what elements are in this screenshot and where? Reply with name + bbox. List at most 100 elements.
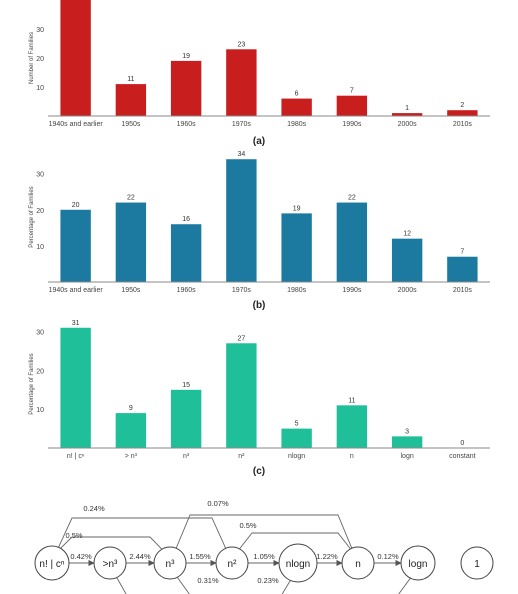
x-tick-label: 1980s (287, 121, 307, 128)
x-tick-label: n! | cⁿ (67, 453, 85, 460)
data-label: 9 (129, 405, 133, 412)
diagram-node (278, 543, 318, 583)
data-label: 7 (350, 88, 354, 95)
y-tick-label: 30 (36, 27, 44, 34)
x-tick-label: 1960s (177, 121, 197, 128)
y-tick-label: 30 (36, 172, 44, 179)
edge-label: 0.24% (83, 504, 105, 513)
diagram-node (215, 546, 249, 580)
node-label: >n³ (103, 559, 118, 570)
bar (391, 436, 423, 448)
bar (60, 327, 91, 448)
y-tick-label: 20 (36, 208, 44, 215)
x-tick-label: nlogn (288, 453, 305, 460)
edge-label: 0.23% (257, 576, 279, 585)
x-tick-label: > n³ (125, 453, 138, 460)
x-tick-label: 2010s (453, 287, 473, 294)
data-label: 2 (460, 102, 464, 109)
node-label: nlogn (286, 559, 310, 570)
x-tick-label: 2000s (398, 121, 418, 128)
diagram-node (400, 545, 436, 581)
data-label: 12 (403, 231, 411, 238)
node-label: 1 (474, 559, 480, 570)
data-label: 5 (295, 421, 299, 428)
edge-label: 0.5% (239, 521, 256, 530)
bar (281, 213, 312, 282)
diagram-edge (55, 517, 229, 554)
x-tick-label: 2000s (398, 287, 418, 294)
caption-a: (a) (252, 136, 266, 147)
chart-decade-percentage: Percentage of Families 10 20 30 20 1940s and … (29, 151, 490, 294)
caption-b: (b) (252, 300, 266, 311)
node-label: logn (409, 559, 428, 570)
x-tick-label: 1940s and earlier (49, 287, 104, 294)
data-label: 11 (348, 397, 355, 404)
edge-label: 1.55% (189, 552, 211, 561)
node-label: n² (228, 559, 238, 570)
data-label: 23 (237, 41, 245, 48)
data-label: 11 (127, 76, 134, 83)
bar (60, 0, 91, 116)
bar (60, 209, 91, 282)
data-label: 20 (72, 202, 80, 209)
edge-label: 0.5% (65, 531, 82, 540)
y-axis-label: Number of Families (29, 32, 35, 84)
data-label: 7 (460, 249, 464, 256)
x-tick-label: 1990s (342, 121, 362, 128)
bar (226, 159, 257, 282)
bar (170, 224, 202, 282)
x-tick-label: 1940s and earlier (49, 121, 104, 128)
node-label: n (355, 559, 361, 570)
data-label: 16 (182, 216, 190, 223)
data-label: 22 (127, 195, 135, 202)
y-tick-label: 20 (36, 368, 44, 375)
edge-label: 0.31% (197, 576, 219, 585)
bar (226, 343, 257, 448)
data-label: 6 (295, 91, 299, 98)
diagram-edge (55, 536, 167, 554)
data-label: 0 (460, 440, 464, 447)
x-tick-label: 1960s (177, 287, 197, 294)
bar (391, 238, 423, 282)
node-label: n! | cⁿ (39, 559, 64, 570)
x-tick-label: 1980s (287, 287, 307, 294)
y-axis-label: Percentage of Families (29, 186, 35, 247)
diagram-node (341, 546, 375, 580)
bar (447, 256, 478, 282)
y-tick-label: 20 (36, 56, 44, 63)
y-tick-label: 10 (36, 244, 44, 251)
diagram-node (34, 545, 70, 581)
diagram-node (460, 546, 494, 580)
diagram-edge (173, 514, 355, 554)
edge-label: 0.12% (377, 552, 399, 561)
data-label: 1 (405, 105, 409, 112)
x-tick-label: 1970s (232, 121, 252, 128)
x-tick-label: logn (401, 453, 414, 460)
data-label: 34 (237, 151, 245, 158)
data-label: 22 (348, 195, 356, 202)
data-label: 15 (182, 382, 190, 389)
x-tick-label: n³ (183, 453, 190, 460)
data-label: 19 (293, 205, 301, 212)
bar (281, 428, 312, 448)
edge-label: 1.05% (253, 552, 275, 561)
x-tick-label: n² (238, 453, 245, 460)
edge-label: 1.22% (316, 552, 338, 561)
bar (115, 84, 147, 116)
bar (115, 413, 147, 448)
bar (115, 202, 147, 282)
x-tick-label: 2010s (453, 121, 473, 128)
y-axis-label: Percentage of Families (29, 353, 35, 414)
diagram-node (93, 546, 127, 580)
y-tick-label: 10 (36, 407, 44, 414)
x-tick-label: 1970s (232, 287, 252, 294)
complexity-transition-diagram: 0.42% 2.44% 1.55% 1.05% 1.22% 0.12% 0.24% 0.5% 0… (34, 499, 494, 594)
y-tick-label: 10 (36, 85, 44, 92)
bar (391, 113, 423, 116)
data-label: 27 (237, 335, 245, 342)
diagram-edge (113, 572, 295, 594)
node-label: n³ (166, 559, 176, 570)
diagram-edge (235, 532, 355, 554)
bar (447, 110, 478, 116)
